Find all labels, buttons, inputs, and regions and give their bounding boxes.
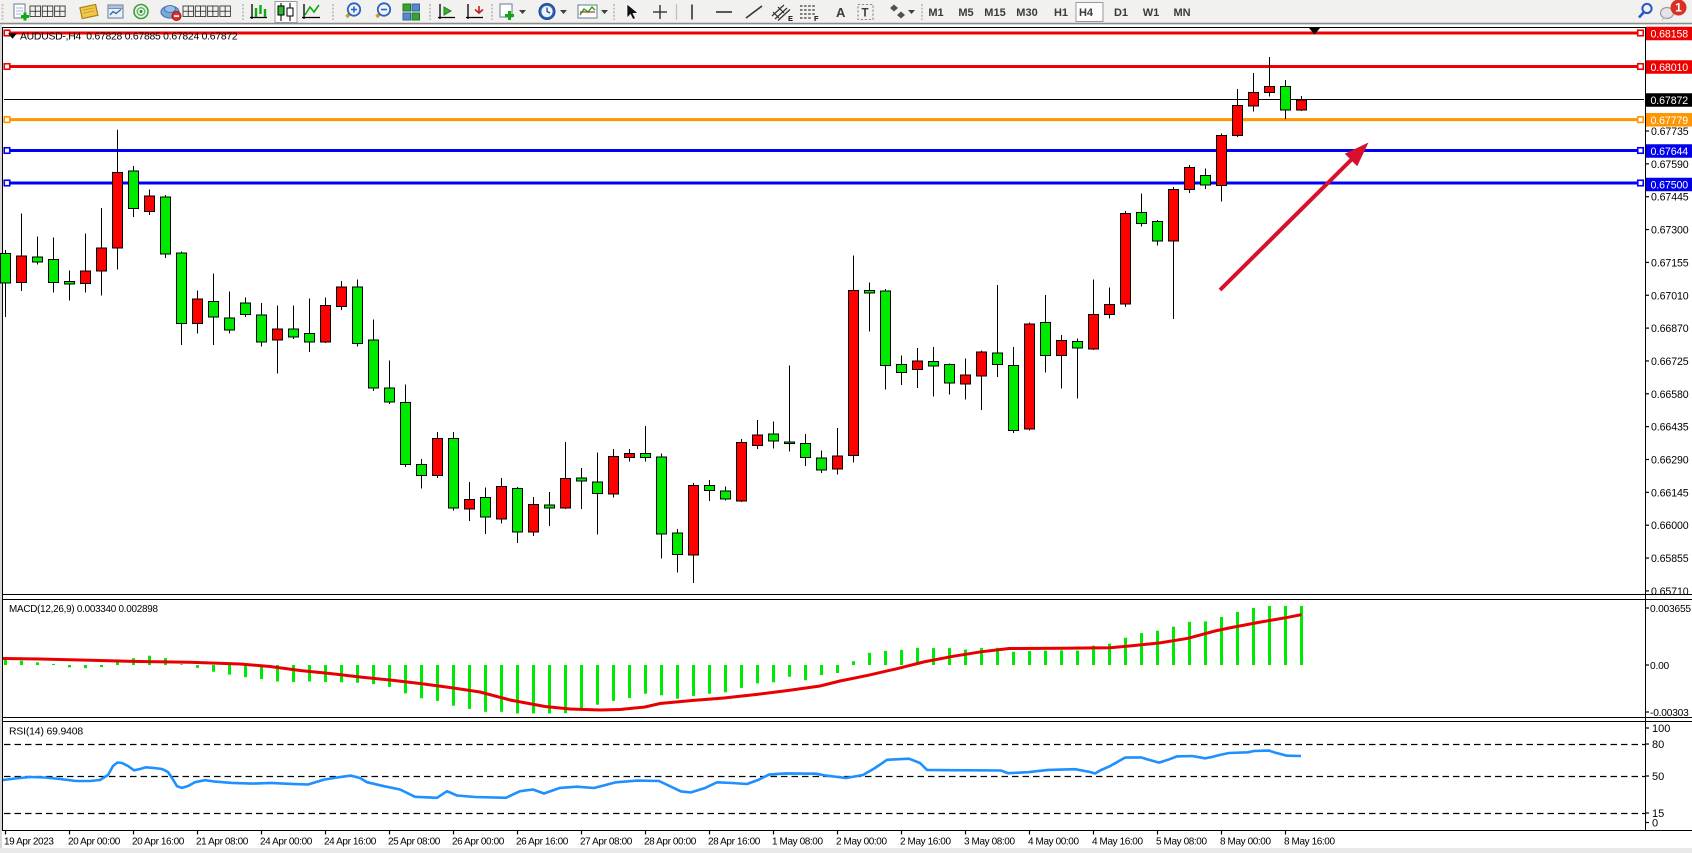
- svg-text:26 Apr 00:00: 26 Apr 00:00: [452, 837, 505, 848]
- svg-text:4 May 16:00: 4 May 16:00: [1092, 837, 1143, 848]
- svg-text:21 Apr 08:00: 21 Apr 08:00: [196, 837, 249, 848]
- svg-text:M15: M15: [984, 7, 1005, 19]
- svg-text:A: A: [836, 5, 846, 20]
- svg-text:-0.00303: -0.00303: [1650, 708, 1689, 719]
- svg-text:0.68158: 0.68158: [1651, 29, 1689, 41]
- svg-text:0.66435: 0.66435: [1651, 422, 1689, 434]
- svg-text:25 Apr 08:00: 25 Apr 08:00: [388, 837, 441, 848]
- svg-text:0: 0: [1652, 818, 1658, 830]
- svg-text:2 May 16:00: 2 May 16:00: [900, 837, 951, 848]
- svg-text:20 Apr 00:00: 20 Apr 00:00: [68, 837, 121, 848]
- svg-text:E: E: [788, 14, 793, 23]
- svg-text:W1: W1: [1143, 7, 1160, 19]
- svg-text:0.67644: 0.67644: [1651, 146, 1689, 158]
- svg-text:0.65855: 0.65855: [1651, 553, 1689, 565]
- svg-text:0.67872: 0.67872: [1651, 95, 1689, 107]
- svg-text:RSI(14) 69.9408: RSI(14) 69.9408: [9, 727, 83, 738]
- svg-text:D1: D1: [1114, 7, 1128, 19]
- svg-text:2 May 00:00: 2 May 00:00: [836, 837, 887, 848]
- svg-text:28 Apr 00:00: 28 Apr 00:00: [644, 837, 697, 848]
- svg-text:0.003655: 0.003655: [1650, 604, 1691, 615]
- svg-text:M30: M30: [1016, 7, 1037, 19]
- svg-text:F: F: [814, 14, 819, 23]
- svg-text:0.66725: 0.66725: [1651, 356, 1689, 368]
- svg-text:MN: MN: [1173, 7, 1190, 19]
- svg-text:20 Apr 16:00: 20 Apr 16:00: [132, 837, 185, 848]
- svg-text:0.67779: 0.67779: [1651, 115, 1689, 127]
- svg-text:100: 100: [1652, 723, 1670, 735]
- svg-text:0.66580: 0.66580: [1651, 389, 1689, 401]
- svg-text:0.67735: 0.67735: [1651, 126, 1689, 138]
- svg-text:0.66870: 0.66870: [1651, 323, 1689, 335]
- svg-text:0.66145: 0.66145: [1651, 487, 1689, 499]
- svg-text:1: 1: [1675, 1, 1682, 15]
- svg-text:0.67445: 0.67445: [1651, 192, 1689, 204]
- svg-text:15: 15: [1652, 808, 1664, 820]
- svg-text:MACD(12,26,9) 0.003340 0.00289: MACD(12,26,9) 0.003340 0.002898: [9, 604, 158, 615]
- svg-text:19 Apr 2023: 19 Apr 2023: [4, 837, 54, 848]
- svg-text:0.68010: 0.68010: [1651, 62, 1689, 74]
- svg-text:M1: M1: [928, 7, 943, 19]
- svg-text:3 May 08:00: 3 May 08:00: [964, 837, 1015, 848]
- svg-text:0.66000: 0.66000: [1651, 520, 1689, 532]
- svg-text:0.67155: 0.67155: [1651, 257, 1689, 269]
- svg-text:0.00: 0.00: [1650, 661, 1670, 672]
- svg-text:80: 80: [1652, 739, 1664, 751]
- svg-text:4 May 00:00: 4 May 00:00: [1028, 837, 1079, 848]
- svg-text:24 Apr 16:00: 24 Apr 16:00: [324, 837, 377, 848]
- svg-text:8 May 00:00: 8 May 00:00: [1220, 837, 1271, 848]
- svg-text:8 May 16:00: 8 May 16:00: [1284, 837, 1335, 848]
- svg-text:0.67590: 0.67590: [1651, 159, 1689, 171]
- svg-text:24 Apr 00:00: 24 Apr 00:00: [260, 837, 313, 848]
- svg-text:0.67300: 0.67300: [1651, 225, 1689, 237]
- svg-text:M5: M5: [958, 7, 973, 19]
- svg-text:T: T: [862, 8, 869, 20]
- svg-text:H1: H1: [1054, 7, 1068, 19]
- svg-text:0.65710: 0.65710: [1651, 586, 1689, 598]
- svg-text:0.66290: 0.66290: [1651, 455, 1689, 467]
- svg-text:50: 50: [1652, 771, 1664, 783]
- svg-text:0.67500: 0.67500: [1651, 180, 1689, 192]
- svg-text:AUDUSD-,H4 0.67828 0.67885 0.: AUDUSD-,H4 0.67828 0.67885 0.67824 0.678…: [20, 32, 238, 43]
- svg-text:0.67010: 0.67010: [1651, 290, 1689, 302]
- svg-text:5 May 08:00: 5 May 08:00: [1156, 837, 1207, 848]
- svg-text:H4: H4: [1079, 7, 1094, 19]
- svg-text:27 Apr 08:00: 27 Apr 08:00: [580, 837, 633, 848]
- svg-text:1 May 08:00: 1 May 08:00: [772, 837, 823, 848]
- svg-text:28 Apr 16:00: 28 Apr 16:00: [708, 837, 761, 848]
- svg-text:26 Apr 16:00: 26 Apr 16:00: [516, 837, 569, 848]
